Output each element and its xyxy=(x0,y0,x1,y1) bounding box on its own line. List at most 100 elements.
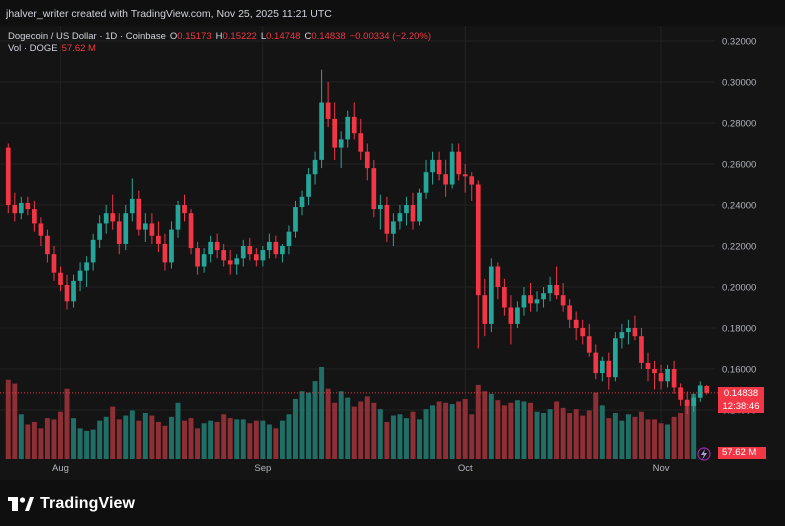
volume-bar xyxy=(332,402,338,459)
candle-body xyxy=(528,295,533,304)
candle-body xyxy=(267,241,272,251)
volume-bar xyxy=(90,429,96,459)
volume-bar xyxy=(469,414,475,459)
volume-bar xyxy=(547,409,553,459)
volume-bar xyxy=(593,392,599,459)
candle-body xyxy=(214,241,220,251)
volume-bar xyxy=(514,400,520,459)
candle-body xyxy=(195,248,200,267)
volume-bar xyxy=(5,379,11,459)
candle-body xyxy=(391,221,396,234)
volume-bar xyxy=(488,393,494,459)
volume-bar xyxy=(71,418,77,459)
volume-bar xyxy=(652,419,657,459)
candle-body xyxy=(560,295,566,306)
candle-body xyxy=(260,250,266,261)
candle-body xyxy=(129,198,135,214)
candle-body xyxy=(684,399,690,406)
candle-body xyxy=(665,369,670,382)
volume-bar xyxy=(403,418,409,459)
volume-bar xyxy=(136,420,142,459)
candle-body xyxy=(430,159,435,173)
volume-bar xyxy=(482,391,488,459)
volume-bar xyxy=(338,391,344,459)
volume-bar xyxy=(306,392,312,459)
symbol-label[interactable]: Dogecoin / US Dollar · 1D · Coinbase xyxy=(8,31,166,42)
volume-bar xyxy=(567,413,573,459)
volume-label[interactable]: Vol · DOGE xyxy=(8,43,58,54)
candle-body xyxy=(475,184,481,296)
top-bar: jhalver_writer created with TradingView.… xyxy=(0,0,785,26)
candle-body xyxy=(534,299,540,304)
candle-body xyxy=(417,192,422,222)
change-value: −0.00334 (−2.20%) xyxy=(349,31,432,42)
volume-bar xyxy=(247,423,253,459)
volume-bar xyxy=(528,402,533,459)
candle-body xyxy=(384,205,390,234)
candle-body xyxy=(573,319,579,328)
volume-bar xyxy=(678,413,684,459)
volume-badge: 57.62 M xyxy=(718,447,766,459)
open-label: O xyxy=(169,31,178,42)
volume-bar xyxy=(266,424,272,459)
candle-body xyxy=(299,196,305,208)
candle-body xyxy=(77,270,83,281)
candle-body xyxy=(84,262,89,271)
x-tick-label: Aug xyxy=(52,463,69,474)
price-chart[interactable]: 0.32000 0.30000 0.28000 0.26000 0.24000 0.220… xyxy=(0,26,785,480)
candle-body xyxy=(632,328,638,337)
candle-body xyxy=(156,235,161,244)
volume-bar xyxy=(665,424,671,459)
candle-body xyxy=(423,172,429,193)
volume-bar xyxy=(260,420,266,459)
high-value: 0.15222 xyxy=(222,31,257,42)
volume-bar xyxy=(221,414,227,459)
y-tick-label: 0.20000 xyxy=(722,283,756,294)
candle-body xyxy=(293,207,298,232)
candle-body xyxy=(658,373,664,382)
volume-bar xyxy=(658,423,664,459)
volume-bar xyxy=(279,420,285,459)
candle-body xyxy=(169,229,174,263)
candle-body xyxy=(678,387,683,400)
volume-bar xyxy=(299,391,305,459)
candle-body xyxy=(182,205,187,214)
volume-bar xyxy=(31,421,37,459)
candle-body xyxy=(704,386,710,393)
last-price-value: 0.14838 xyxy=(723,387,759,399)
volume-bar xyxy=(684,401,690,459)
volume-bar xyxy=(573,409,579,459)
candle-body xyxy=(325,102,331,119)
candle-body xyxy=(404,205,409,214)
volume-bar xyxy=(691,393,697,459)
volume-value: 57.62 M xyxy=(61,43,96,54)
volume-bar xyxy=(456,401,462,459)
candle-body xyxy=(482,295,488,324)
candle-body xyxy=(32,209,37,224)
volume-bar xyxy=(149,415,155,459)
candle-body xyxy=(110,213,116,222)
candle-body xyxy=(332,118,338,148)
candle-body xyxy=(286,231,292,246)
volume-bar xyxy=(501,405,507,459)
tradingview-logo[interactable]: TradingView xyxy=(8,495,135,513)
candle-body xyxy=(201,254,207,267)
bar-countdown: 12:38:46 xyxy=(718,399,764,413)
volume-bar xyxy=(638,411,644,459)
candle-body xyxy=(443,174,448,185)
volume-bar xyxy=(64,388,70,459)
volume-bar xyxy=(612,413,618,459)
y-tick-label: 0.22000 xyxy=(722,242,756,253)
candle-body xyxy=(364,151,370,169)
candle-body xyxy=(116,221,122,244)
volume-bar xyxy=(345,397,351,459)
chart-frame[interactable] xyxy=(0,26,785,480)
volume-bar xyxy=(162,425,168,459)
volume-bar xyxy=(155,421,161,459)
volume-bar xyxy=(443,402,449,459)
y-tick-label: 0.16000 xyxy=(722,365,756,376)
volume-bar xyxy=(619,420,625,459)
y-tick-label: 0.28000 xyxy=(722,119,756,130)
candle-body xyxy=(554,284,559,296)
volume-bar xyxy=(671,416,677,459)
